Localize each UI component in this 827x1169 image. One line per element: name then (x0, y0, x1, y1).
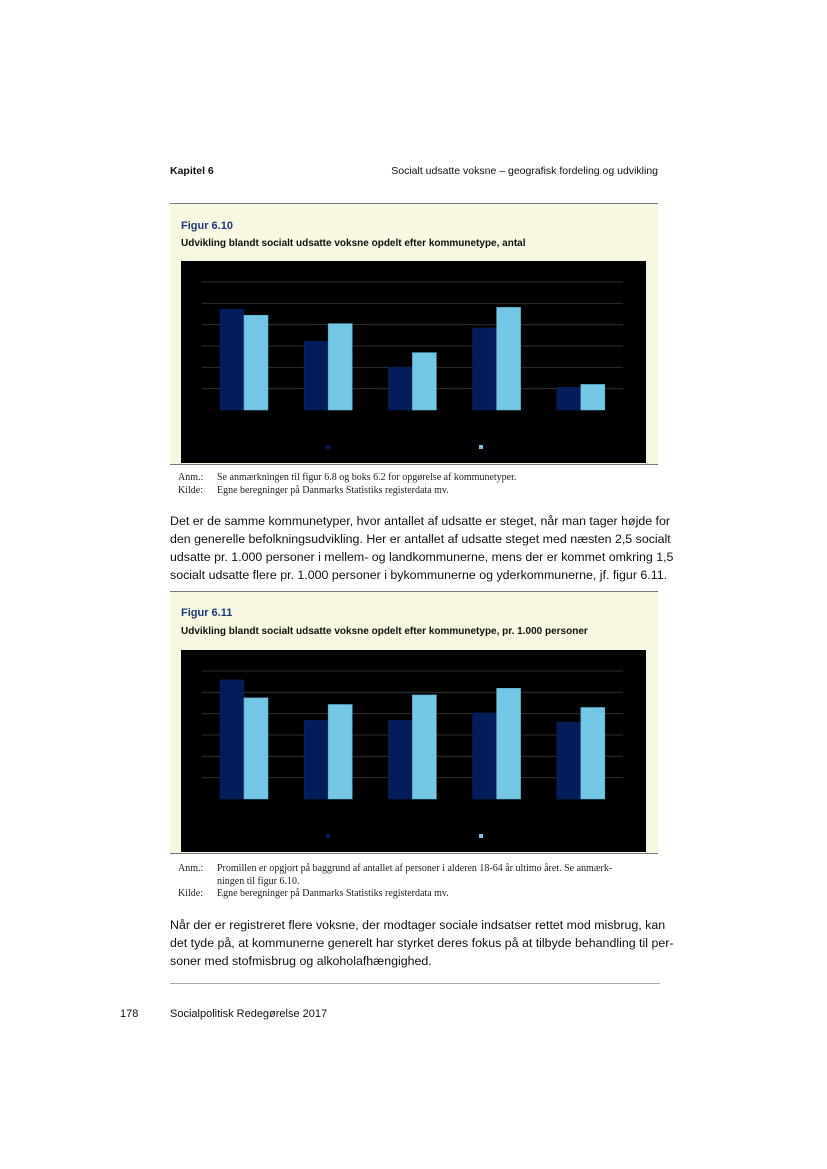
note-text: ningen til figur 6.10. (217, 876, 300, 887)
footer-divider (170, 983, 660, 984)
note-text: Egne beregninger på Danmarks Statistiks … (217, 888, 449, 899)
note-label: Kilde: (178, 485, 203, 496)
bar (388, 719, 413, 800)
bar (556, 387, 582, 411)
bar (219, 679, 245, 800)
figure-source: Kilde: Egne beregninger på Danmarks Stati… (178, 888, 449, 899)
bar-chart (202, 670, 623, 838)
bar (412, 352, 437, 411)
figure-note: Anm.: Se anmærkningen til figur 6.8 og bo… (178, 472, 516, 483)
bar (496, 687, 521, 800)
legend-marker (479, 445, 483, 449)
bar (327, 323, 353, 411)
bar (412, 694, 437, 800)
bar (219, 309, 245, 411)
note-text: Egne beregninger på Danmarks Statistiks … (217, 485, 449, 496)
bar (472, 327, 497, 411)
bar (303, 341, 329, 411)
figure-label: Figur 6.10 (181, 220, 233, 232)
paragraph: Det er de samme kommunetyper, hvor antal… (170, 512, 674, 584)
paragraph: Når der er registreret flere voksne, der… (170, 916, 674, 970)
text-line: socialt udsatte flere pr. 1.000 personer… (170, 568, 668, 582)
bar (580, 384, 606, 411)
bar (580, 707, 606, 800)
bar (388, 367, 413, 411)
legend-marker (326, 445, 330, 449)
figure-label: Figur 6.11 (181, 607, 233, 619)
text-line: udsatte pr. 1.000 personer i mellem- og … (170, 550, 674, 564)
section-title: Socialt udsatte voksne – geografisk ford… (391, 165, 658, 177)
figure-6-10-box: Figur 6.10 Udvikling blandt socialt udsa… (170, 203, 658, 465)
figure-title: Udvikling blandt socialt udsatte voksne … (181, 238, 526, 249)
note-label: Anm.: (178, 472, 204, 483)
text-line: Det er de samme kommunetyper, hvor antal… (170, 514, 671, 528)
figure-note: ningen til figur 6.10. (178, 876, 300, 887)
bar (496, 307, 521, 411)
chapter-label: Kapitel 6 (170, 165, 214, 177)
text-line: den generelle befolkningsudvikling. Her … (170, 532, 671, 546)
publication-title: Socialpolitisk Redegørelse 2017 (170, 1008, 328, 1020)
legend-marker (479, 834, 483, 838)
bar-chart (202, 281, 623, 449)
chart-panel (181, 650, 646, 852)
note-label: Kilde: (178, 888, 203, 899)
bar (243, 314, 269, 411)
note-text: Se anmærkningen til figur 6.8 og boks 6.… (217, 472, 517, 483)
text-line: Når der er registreret flere voksne, der… (170, 918, 666, 932)
chart-panel (181, 261, 646, 463)
bar (303, 719, 329, 800)
legend-marker (326, 834, 330, 838)
bar (472, 712, 497, 800)
figure-note: Anm.: Promillen er opgjort på baggrund af… (178, 863, 612, 874)
figure-6-11-box: Figur 6.11 Udvikling blandt socialt udsa… (170, 591, 658, 854)
text-line: soner med stofmisbrug og alkoholafhængig… (170, 954, 432, 968)
page-number: 178 (120, 1008, 139, 1020)
figure-source: Kilde: Egne beregninger på Danmarks Stati… (178, 485, 449, 496)
note-text: Promillen er opgjort på baggrund af anta… (217, 863, 613, 874)
text-line: det tyde på, at kommunerne generelt har … (170, 936, 674, 950)
bar (243, 697, 269, 800)
bar (556, 722, 582, 800)
figure-title: Udvikling blandt socialt udsatte voksne … (181, 626, 588, 637)
note-label: Anm.: (178, 863, 204, 874)
bar (327, 704, 353, 800)
